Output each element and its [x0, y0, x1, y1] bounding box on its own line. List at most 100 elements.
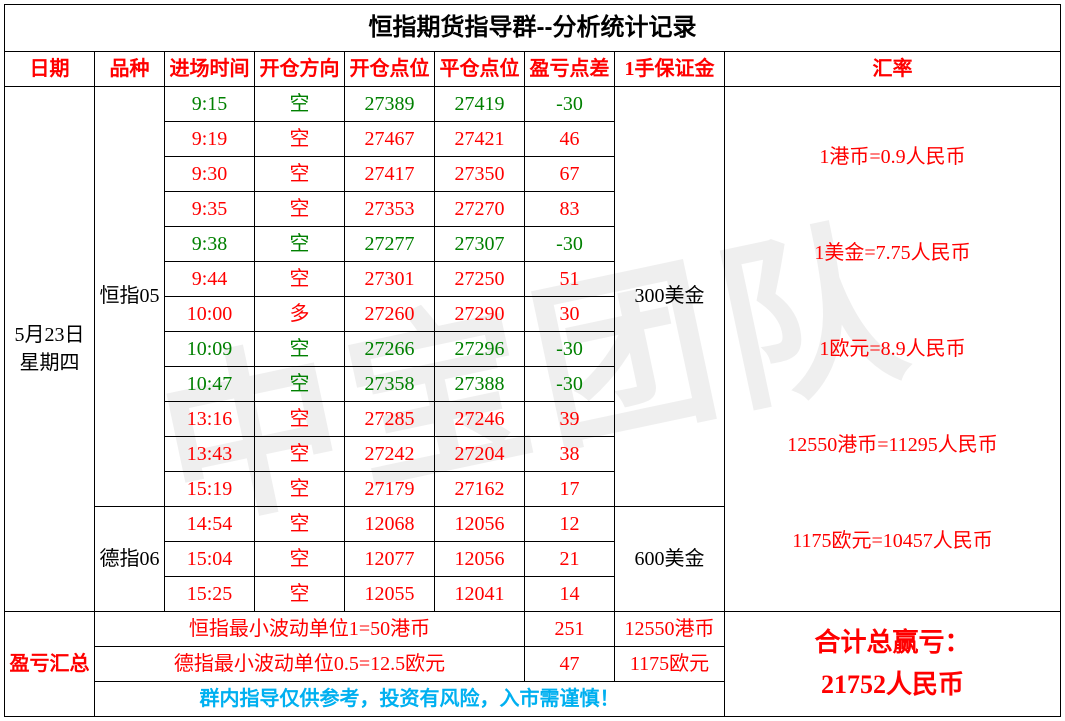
hdr-rate: 汇率	[725, 51, 1061, 86]
data-cell: 27417	[345, 156, 435, 191]
hdr-direction: 开仓方向	[255, 51, 345, 86]
data-cell: 27350	[435, 156, 525, 191]
data-cell: 空	[255, 331, 345, 366]
data-cell: 27266	[345, 331, 435, 366]
data-cell: 空	[255, 576, 345, 611]
data-cell: 27353	[345, 191, 435, 226]
data-cell: 27467	[345, 121, 435, 156]
data-cell: -30	[525, 331, 615, 366]
sum2-note: 德指最小波动单位0.5=12.5欧元	[95, 646, 525, 681]
total-value: 21752人民币	[821, 670, 964, 699]
data-cell: 空	[255, 541, 345, 576]
data-cell: 9:19	[165, 121, 255, 156]
product-cell: 德指06	[95, 506, 165, 611]
data-cell: 27358	[345, 366, 435, 401]
hdr-date: 日期	[5, 51, 95, 86]
data-cell: 15:19	[165, 471, 255, 506]
product-cell: 恒指05	[95, 86, 165, 506]
data-cell: 27270	[435, 191, 525, 226]
trading-record-table: 恒指期货指导群--分析统计记录 日期 品种 进场时间 开仓方向 开仓点位 平仓点…	[4, 4, 1061, 717]
data-cell: 30	[525, 296, 615, 331]
data-cell: 27296	[435, 331, 525, 366]
data-cell: 空	[255, 471, 345, 506]
data-cell: 空	[255, 86, 345, 121]
data-cell: 27242	[345, 436, 435, 471]
data-cell: 27389	[345, 86, 435, 121]
disclaimer: 群内指导仅供参考，投资有风险，入市需谨慎！	[95, 681, 725, 716]
data-cell: 27277	[345, 226, 435, 261]
data-cell: -30	[525, 86, 615, 121]
hdr-diff: 盈亏点差	[525, 51, 615, 86]
data-cell: 9:44	[165, 261, 255, 296]
data-cell: 15:04	[165, 541, 255, 576]
data-cell: 27204	[435, 436, 525, 471]
data-cell: 21	[525, 541, 615, 576]
data-cell: 39	[525, 401, 615, 436]
sum1-val: 251	[525, 611, 615, 646]
data-cell: 27250	[435, 261, 525, 296]
data-cell: 27419	[435, 86, 525, 121]
data-cell: 38	[525, 436, 615, 471]
hdr-entry-time: 进场时间	[165, 51, 255, 86]
data-cell: 多	[255, 296, 345, 331]
data-cell: 空	[255, 401, 345, 436]
data-cell: 13:16	[165, 401, 255, 436]
data-cell: 13:43	[165, 436, 255, 471]
margin-cell: 300美金	[615, 86, 725, 506]
sum1-note: 恒指最小波动单位1=50港币	[95, 611, 525, 646]
data-cell: 14	[525, 576, 615, 611]
data-cell: 27301	[345, 261, 435, 296]
hdr-close: 平仓点位	[435, 51, 525, 86]
data-cell: 12056	[435, 541, 525, 576]
summary-label: 盈亏汇总	[5, 611, 95, 716]
data-cell: 空	[255, 121, 345, 156]
sum2-margin: 1175欧元	[615, 646, 725, 681]
data-cell: 15:25	[165, 576, 255, 611]
hdr-margin: 1手保证金	[615, 51, 725, 86]
data-cell: 空	[255, 226, 345, 261]
sum2-val: 47	[525, 646, 615, 681]
data-cell: 12041	[435, 576, 525, 611]
data-cell: 10:09	[165, 331, 255, 366]
data-cell: 27246	[435, 401, 525, 436]
total-label: 合计总赢亏：	[814, 628, 970, 657]
data-cell: 27290	[435, 296, 525, 331]
data-cell: 12056	[435, 506, 525, 541]
data-cell: -30	[525, 226, 615, 261]
rates-cell: 1港币=0.9人民币1美金=7.75人民币1欧元=8.9人民币12550港币=1…	[725, 86, 1061, 611]
table-row: 5月23日星期四恒指059:15空2738927419-30300美金1港币=0…	[5, 86, 1061, 121]
data-cell: 空	[255, 436, 345, 471]
data-cell: -30	[525, 366, 615, 401]
sum1-margin: 12550港币	[615, 611, 725, 646]
data-cell: 27421	[435, 121, 525, 156]
data-cell: 9:35	[165, 191, 255, 226]
data-cell: 67	[525, 156, 615, 191]
margin-cell: 600美金	[615, 506, 725, 611]
data-cell: 46	[525, 121, 615, 156]
data-cell: 9:38	[165, 226, 255, 261]
data-cell: 空	[255, 261, 345, 296]
data-cell: 27162	[435, 471, 525, 506]
data-cell: 27307	[435, 226, 525, 261]
data-cell: 10:00	[165, 296, 255, 331]
data-cell: 10:47	[165, 366, 255, 401]
data-cell: 17	[525, 471, 615, 506]
table-title: 恒指期货指导群--分析统计记录	[5, 5, 1061, 52]
hdr-open: 开仓点位	[345, 51, 435, 86]
data-cell: 空	[255, 366, 345, 401]
data-cell: 空	[255, 156, 345, 191]
data-cell: 12068	[345, 506, 435, 541]
data-cell: 12055	[345, 576, 435, 611]
total-cell: 合计总赢亏： 21752人民币	[725, 611, 1061, 716]
data-cell: 51	[525, 261, 615, 296]
data-cell: 27260	[345, 296, 435, 331]
data-cell: 12	[525, 506, 615, 541]
data-cell: 83	[525, 191, 615, 226]
data-cell: 27285	[345, 401, 435, 436]
data-cell: 9:30	[165, 156, 255, 191]
date-cell: 5月23日星期四	[5, 86, 95, 611]
data-cell: 空	[255, 191, 345, 226]
data-cell: 9:15	[165, 86, 255, 121]
data-cell: 14:54	[165, 506, 255, 541]
data-cell: 空	[255, 506, 345, 541]
